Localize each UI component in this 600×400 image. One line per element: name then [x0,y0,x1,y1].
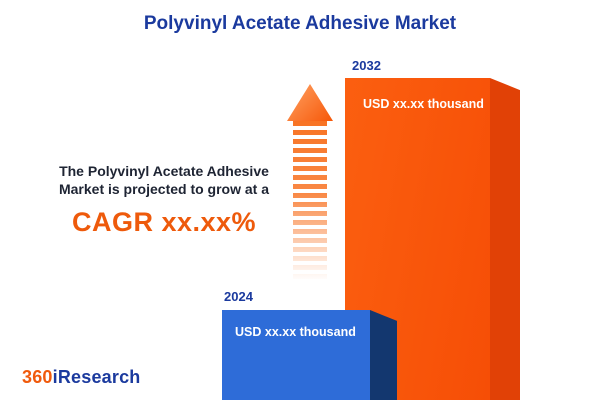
bar-2032-side [490,78,520,400]
cagr-value: CAGR xx.xx% [71,207,257,238]
bar-value-2032: USD xx.xx thousand [363,97,484,111]
year-label-2024: 2024 [224,289,253,304]
description: The Polyvinyl Acetate Adhesive Market is… [38,162,290,238]
description-line-1: The Polyvinyl Acetate Adhesive [59,163,269,179]
brand-logo: 360iResearch [22,367,141,388]
bar-value-2024: USD xx.xx thousand [235,325,356,339]
bar-2024 [222,310,370,400]
logo-part-iresearch: iResearch [52,367,141,387]
logo-part-360: 360 [22,367,53,387]
page-title: Polyvinyl Acetate Adhesive Market [143,13,457,34]
year-label-2032: 2032 [352,58,381,73]
arrow-fade-overlay [287,121,333,282]
description-line-2: Market is projected to grow at a [58,181,270,198]
arrow-head-icon [287,84,333,121]
growth-arrow-icon [287,84,333,282]
bar-2024-side [370,310,397,400]
